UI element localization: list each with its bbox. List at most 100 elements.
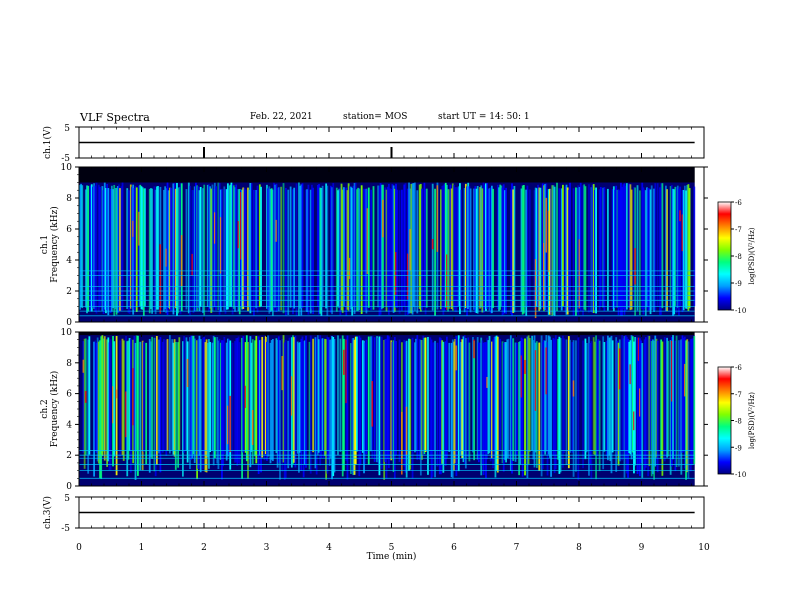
x-tick-label: 8: [576, 543, 582, 553]
sferic-strip: [461, 339, 464, 459]
sferic-strip: [520, 188, 523, 312]
y-axis-label: ch.1(V): [42, 126, 53, 159]
sferic-strip: [446, 336, 448, 459]
colorbar-tick-label: -7: [735, 226, 742, 234]
sferic-strip: [279, 187, 281, 308]
sferic-strip: [535, 188, 538, 307]
sferic-strip: [135, 335, 138, 452]
sferic-strip: [414, 182, 416, 311]
sferic-strip: [209, 341, 212, 453]
sferic-strip: [177, 187, 180, 314]
y-axis-label-channel: ch.1: [40, 235, 50, 254]
sferic-strip: [421, 340, 423, 460]
sferic-hot: [112, 386, 114, 424]
sferic-hot: [436, 185, 439, 252]
sferic-strip: [673, 189, 676, 315]
sferic-hot: [125, 391, 127, 438]
sferic-strip: [569, 339, 571, 453]
sferic-strip: [299, 342, 301, 453]
sferic-strip: [204, 342, 207, 472]
sferic-hot: [431, 239, 434, 250]
sferic-strip: [554, 335, 557, 470]
sferic-strip: [653, 188, 655, 312]
colorbar-tick-label: -10: [735, 471, 746, 479]
sferic-strip: [346, 190, 349, 310]
sferic-strip: [459, 183, 461, 315]
sferic-strip: [670, 337, 673, 467]
sferic-strip: [404, 341, 407, 473]
sferic-strip: [421, 188, 423, 310]
sferic-strip: [127, 340, 130, 460]
sferic-hot: [681, 214, 684, 252]
sferic-strip: [654, 183, 657, 311]
sferic-strip: [179, 183, 182, 315]
sferic-strip: [636, 337, 639, 474]
sferic-strip: [326, 185, 329, 316]
sferic-strip: [189, 185, 191, 316]
sferic-strip: [365, 339, 368, 455]
sferic-strip: [332, 336, 335, 477]
sferic-hot: [226, 405, 229, 445]
sferic-strip: [284, 340, 287, 479]
sferic-strip: [616, 340, 619, 457]
sferic-strip: [430, 339, 433, 480]
sferic-strip: [453, 341, 455, 471]
sferic-strip: [496, 336, 499, 473]
sferic-strip: [225, 342, 228, 461]
sferic-strip: [624, 335, 627, 459]
sferic-strip: [531, 335, 534, 451]
sferic-hot: [132, 368, 134, 426]
sferic-strip: [408, 182, 410, 314]
sferic-strip: [689, 339, 692, 472]
sferic-strip: [150, 341, 152, 458]
sferic-strip: [325, 183, 328, 309]
sferic-strip: [261, 336, 264, 458]
sferic-strip: [248, 189, 251, 307]
sferic-strip: [605, 340, 608, 457]
sferic-strip: [513, 185, 516, 313]
sferic-strip: [522, 185, 525, 314]
sferic-strip: [603, 187, 606, 311]
sferic-strip: [97, 341, 100, 464]
sferic-strip: [337, 190, 339, 307]
sferic-strip: [412, 183, 415, 307]
sferic-strip: [564, 186, 567, 313]
sferic-strip: [674, 186, 677, 307]
sferic-strip: [487, 340, 490, 455]
sferic-strip: [113, 184, 116, 316]
sferic-strip: [86, 185, 88, 314]
colorbar-tick-label: -9: [735, 280, 742, 288]
sferic-strip: [654, 335, 657, 467]
sferic-strip: [443, 184, 446, 312]
sferic-strip: [552, 338, 555, 456]
sferic-strip: [376, 336, 378, 463]
sferic-hot: [406, 253, 409, 300]
y-tick-label: 5: [64, 124, 70, 134]
sferic-strip: [292, 335, 294, 465]
sferic-strip: [650, 340, 653, 477]
sferic-hot: [446, 254, 448, 310]
sferic-strip: [352, 185, 355, 307]
sferic-strip: [558, 336, 561, 474]
sferic-strip: [538, 187, 541, 312]
sferic-strip: [287, 340, 290, 469]
sferic-strip: [328, 339, 331, 466]
sferic-strip: [370, 336, 373, 452]
sferic-strip: [148, 188, 151, 314]
sferic-strip: [203, 335, 206, 456]
sferic-strip: [163, 189, 165, 312]
sferic-strip: [624, 185, 627, 311]
sferic-strip: [567, 336, 570, 469]
sferic-strip: [540, 335, 543, 477]
sferic-strip: [390, 340, 393, 461]
sferic-strip: [563, 338, 565, 454]
sferic-strip: [318, 184, 320, 315]
y-tick-label: -5: [61, 154, 70, 164]
sferic-strip: [293, 337, 296, 463]
sferic-strip: [644, 190, 647, 316]
sferic-strip: [353, 182, 356, 314]
sferic-strip: [348, 186, 351, 311]
sferic-hot: [572, 380, 575, 397]
sferic-strip: [648, 188, 651, 311]
sferic-strip: [489, 341, 492, 462]
